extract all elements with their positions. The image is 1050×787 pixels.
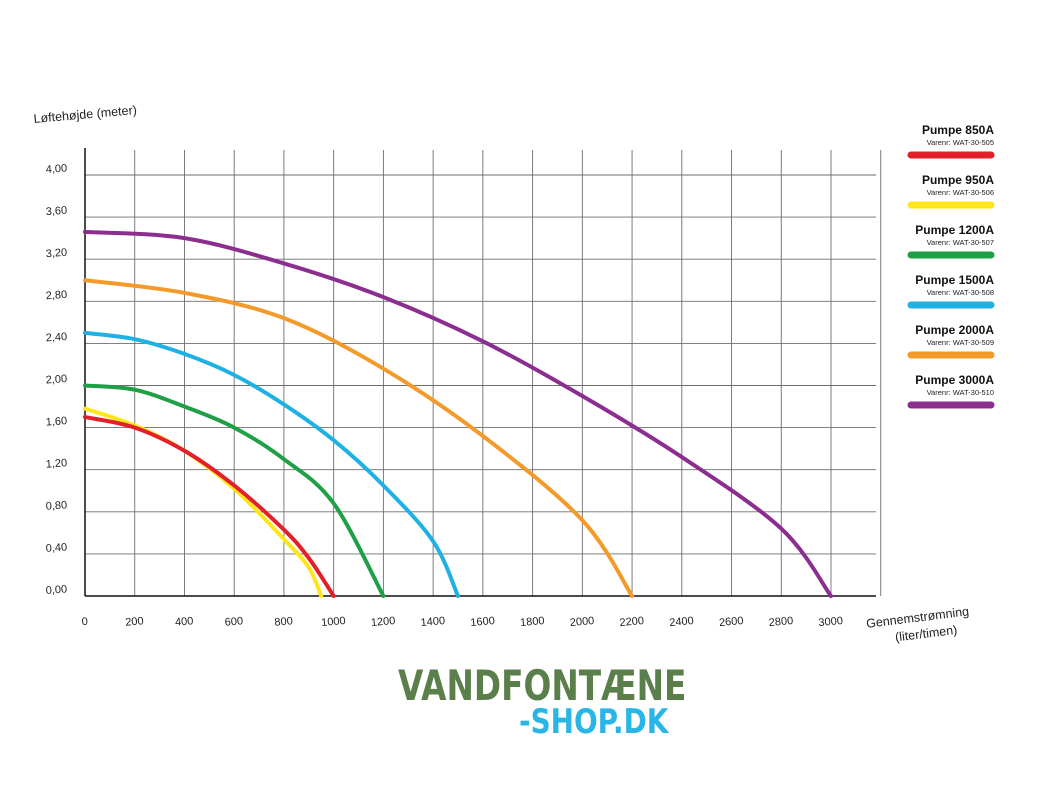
y-tick-label: 0,00 — [45, 584, 67, 597]
legend-item-name: Pumpe 2000A — [915, 323, 994, 337]
y-axis-label: Løftehøjde (meter) — [33, 103, 137, 126]
x-tick-label: 2400 — [669, 615, 694, 629]
x-tick-label: 400 — [175, 615, 194, 629]
chart-series — [83, 229, 833, 598]
y-tick-labels: 0,00 0,40 0,80 1,20 1,60 2,00 2,40 2,80 3,20 3,60… — [45, 163, 67, 597]
legend-item-name: Pumpe 850A — [922, 123, 994, 137]
y-tick-label: 4,00 — [45, 163, 67, 176]
x-tick-label: 1800 — [520, 615, 545, 629]
series-line-pumpe-1200a — [83, 383, 386, 598]
series-line-pumpe-850a — [83, 415, 336, 598]
x-axis-label: Gennemstrømning (liter/timen) — [865, 604, 969, 644]
x-tick-label: 600 — [224, 615, 243, 629]
x-tick-label: 3000 — [818, 615, 843, 629]
x-tick-label: 2600 — [719, 615, 744, 629]
legend-item-name: Pumpe 3000A — [915, 373, 994, 387]
y-tick-label: 1,20 — [45, 457, 67, 470]
legend-item-sku: Varenr: WAT-30-507 — [927, 238, 994, 247]
legend-item-name: Pumpe 1500A — [915, 273, 994, 287]
x-tick-label: 2800 — [768, 615, 793, 629]
series-line-pumpe-3000a — [83, 229, 833, 598]
x-tick-labels: 0 200 400 600 800 1000 1200 1400 1600 1800 2000 220… — [81, 615, 843, 629]
x-tick-label: 1400 — [420, 615, 445, 629]
x-tick-label: 800 — [274, 615, 293, 629]
chart-axes — [84, 148, 876, 597]
series-line-pumpe-950a — [83, 406, 324, 598]
legend-item-sku: Varenr: WAT-30-508 — [927, 288, 994, 297]
x-tick-label: 0 — [81, 616, 88, 628]
y-tick-label: 1,60 — [45, 415, 67, 428]
y-tick-label: 3,20 — [45, 247, 67, 260]
brand-logo-line1: VANDFONTÆNE — [398, 661, 687, 710]
legend-item-sku: Varenr: WAT-30-506 — [927, 188, 994, 197]
x-tick-label: 2000 — [569, 615, 594, 629]
series-line-pumpe-1500a — [83, 330, 460, 598]
x-tick-label: 1600 — [470, 615, 495, 629]
brand-logo-line2: -SHOP.DK — [519, 702, 669, 742]
y-tick-label: 2,40 — [45, 331, 67, 344]
legend-item-sku: Varenr: WAT-30-509 — [927, 338, 994, 347]
chart-grid — [84, 150, 882, 597]
y-tick-label: 3,60 — [45, 205, 67, 218]
legend-item-sku: Varenr: WAT-30-505 — [927, 138, 994, 147]
x-tick-label: 2200 — [619, 615, 644, 629]
legend-item-name: Pumpe 1200A — [915, 223, 994, 237]
y-tick-label: 2,00 — [45, 373, 67, 386]
series-line-pumpe-2000a — [83, 278, 635, 598]
x-tick-label: 1000 — [321, 615, 346, 629]
y-tick-label: 0,80 — [45, 499, 67, 512]
legend-item-sku: Varenr: WAT-30-510 — [927, 388, 994, 397]
legend-item-name: Pumpe 950A — [922, 173, 994, 187]
y-tick-label: 0,40 — [45, 541, 67, 554]
x-tick-label: 200 — [125, 615, 144, 629]
y-tick-label: 2,80 — [45, 289, 67, 302]
x-tick-label: 1200 — [370, 615, 395, 629]
